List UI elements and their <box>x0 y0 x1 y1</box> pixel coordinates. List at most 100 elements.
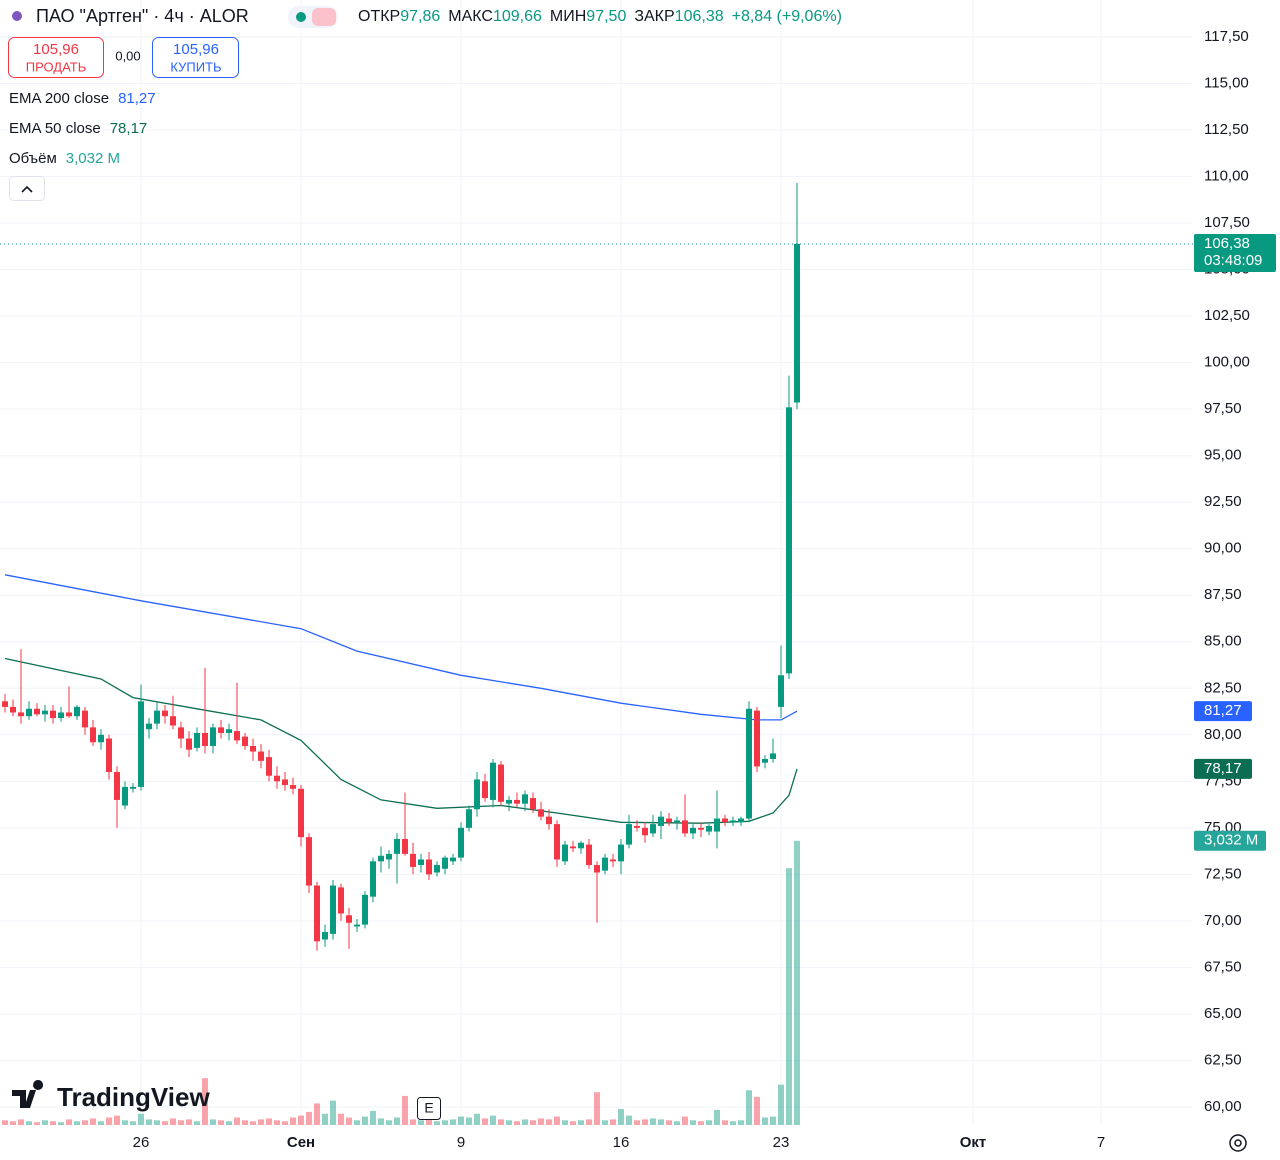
candle-body <box>98 734 104 743</box>
candle-body <box>242 736 248 746</box>
volume-bar <box>250 1121 256 1125</box>
candle-body <box>714 818 720 832</box>
sell-label[interactable]: ПРОДАТЬ <box>26 59 87 74</box>
ema-layer <box>4 574 798 824</box>
y-tick-label: 72,50 <box>1204 865 1242 882</box>
candle-body <box>338 887 344 914</box>
volume-bar <box>218 1120 224 1125</box>
symbol-icon <box>12 11 22 21</box>
candle-body <box>194 732 200 748</box>
candle-body <box>634 825 640 828</box>
volume-bar <box>90 1118 96 1125</box>
y-tick-label: 92,50 <box>1204 493 1242 510</box>
candle-body <box>402 839 408 854</box>
volume-bar <box>314 1103 320 1125</box>
volume-bar <box>50 1121 56 1125</box>
buy-price[interactable]: 105,96 <box>173 41 219 58</box>
volume-bar <box>234 1117 240 1125</box>
candle-body <box>666 818 672 823</box>
volume-bar <box>266 1118 272 1125</box>
volume-bar <box>274 1120 280 1125</box>
sell-button[interactable] <box>8 37 104 78</box>
y-tick-label: 102,50 <box>1204 307 1250 324</box>
candle-body <box>498 764 504 802</box>
volume-bar <box>130 1121 136 1125</box>
volume-bar <box>170 1118 176 1125</box>
candle-body <box>218 727 224 733</box>
volume-bar <box>762 1117 768 1125</box>
candle-body <box>346 915 352 923</box>
candle-body <box>234 731 240 741</box>
candle-body <box>546 816 552 825</box>
y-tick-label: 82,50 <box>1204 679 1242 696</box>
sell-price[interactable]: 105,96 <box>33 41 79 58</box>
candle-body <box>602 857 608 871</box>
y-tick-label: 117,50 <box>1204 28 1249 45</box>
candle-body <box>362 894 368 925</box>
event-marker-label[interactable]: E <box>424 1100 433 1116</box>
volume-bar <box>482 1118 488 1125</box>
volume-bar <box>514 1121 520 1125</box>
collapse-icon[interactable] <box>21 185 33 193</box>
candle-body <box>354 924 360 927</box>
candle-body <box>146 723 152 730</box>
candle-body <box>42 710 48 715</box>
volume-bar <box>258 1119 264 1125</box>
volume-layer <box>2 840 800 1125</box>
candle-body <box>2 701 8 707</box>
volume-bar <box>458 1116 464 1125</box>
volume-bar <box>538 1118 544 1125</box>
y-tick-label: 70,00 <box>1204 912 1242 929</box>
volume-bar <box>114 1115 120 1125</box>
ohlc-value: 97,86 <box>400 8 440 25</box>
x-tick-label: 26 <box>133 1134 150 1151</box>
candle-body <box>786 407 792 674</box>
countdown: 03:48:09 <box>1204 252 1262 269</box>
candle-body <box>18 712 24 717</box>
volume-bar <box>98 1121 104 1125</box>
indicator-legend: EMA 50 close 78,17 <box>9 120 147 137</box>
legend-value: 3,032 M <box>66 150 120 167</box>
candle-body <box>130 786 136 789</box>
volume-bar <box>66 1119 72 1125</box>
logo-text: TradingView <box>57 1082 210 1112</box>
ohlc-value: 97,50 <box>586 8 626 25</box>
volume-bar <box>522 1119 528 1125</box>
legend-value: 81,27 <box>118 90 156 107</box>
indicator-legend: Объём 3,032 M <box>9 150 120 167</box>
volume-bar <box>354 1120 360 1125</box>
candle-body <box>490 762 496 800</box>
volume-bar <box>738 1120 744 1125</box>
candle-body <box>50 710 56 719</box>
candle-body <box>322 932 328 940</box>
buy-button[interactable] <box>152 37 239 78</box>
candle-body <box>578 842 584 849</box>
symbol-title: ПАО "Артген" · 4ч · ALOR <box>36 6 249 26</box>
x-tick-label: 16 <box>613 1134 630 1151</box>
volume-bar <box>146 1119 152 1125</box>
collapse-button[interactable] <box>9 176 45 201</box>
volume-bar <box>450 1119 456 1125</box>
y-tick-label: 115,00 <box>1204 75 1249 92</box>
indicator-legend: EMA 200 close 81,27 <box>9 90 156 107</box>
grid <box>0 0 1193 1125</box>
volume-badge-label: 3,032 M <box>1204 832 1258 849</box>
settings-icon[interactable] <box>1229 1134 1247 1152</box>
y-tick-label: 60,00 <box>1204 1098 1242 1115</box>
volume-bar <box>306 1111 312 1125</box>
volume-badge <box>1194 830 1266 851</box>
y-tick-label: 90,00 <box>1204 540 1242 557</box>
settings-icon-core[interactable] <box>1234 1139 1242 1147</box>
ohlc-label: ЗАКР <box>634 8 674 25</box>
ohlc-change: +8,84 (+9,06%) <box>732 8 842 25</box>
candle-body <box>74 706 80 717</box>
y-tick-label: 100,00 <box>1204 354 1250 371</box>
volume-bar <box>546 1119 552 1125</box>
volume-bar <box>618 1109 624 1125</box>
event-marker[interactable] <box>417 1097 441 1120</box>
candle-body <box>554 824 560 860</box>
volume-bar <box>186 1119 192 1125</box>
buy-label[interactable]: КУПИТЬ <box>170 59 221 74</box>
volume-bar <box>370 1110 376 1125</box>
volume-bar <box>330 1100 336 1125</box>
